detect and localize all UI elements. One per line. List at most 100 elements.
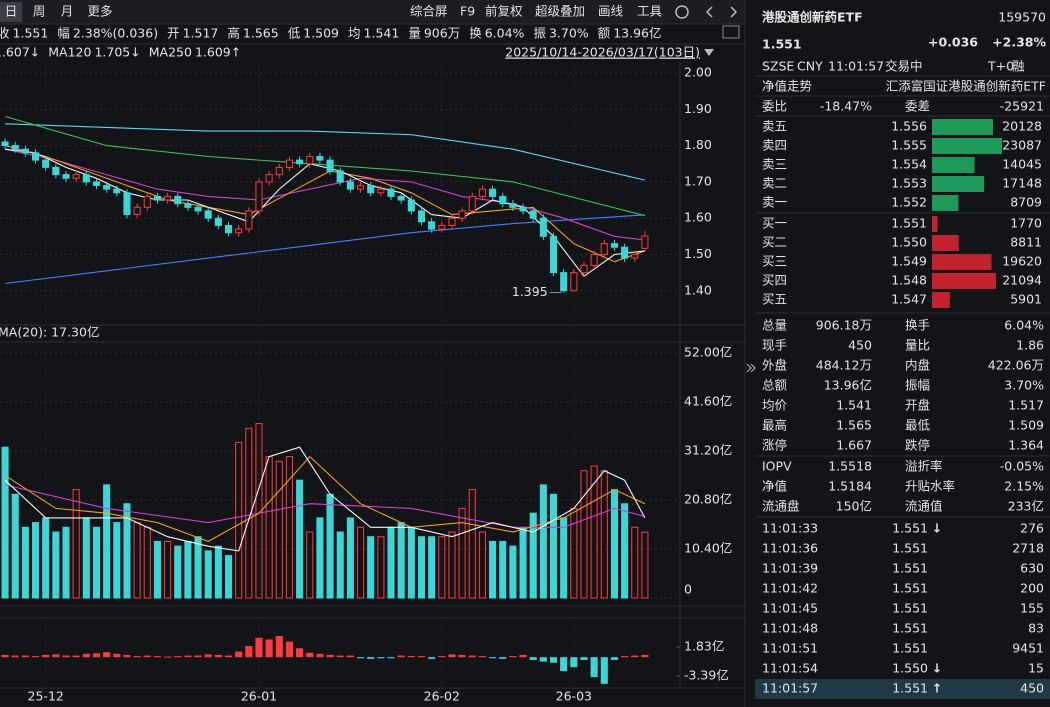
book-price: 1.556 (891, 119, 927, 134)
indicator-bar (31, 656, 40, 658)
indicator-bar (42, 654, 50, 658)
tool-button[interactable]: 前复权 (485, 4, 523, 19)
indicator-bar (255, 637, 263, 658)
candle-body (580, 264, 588, 274)
tick-price: 1.551 (892, 621, 928, 636)
volume-bar (194, 536, 202, 599)
indicator-bar (224, 655, 233, 658)
indicator-bar (478, 656, 486, 658)
book-price: 1.554 (891, 157, 927, 172)
indicator-bar (316, 653, 324, 658)
expand-icon[interactable] (746, 363, 756, 373)
candle-body (468, 195, 476, 212)
book-volume: 23087 (1002, 138, 1042, 153)
volume-bar (42, 517, 50, 599)
low-label: 1.395 (512, 284, 548, 299)
y-tick-label: 1.70 (684, 173, 712, 188)
volume-bar (204, 550, 212, 599)
stat-label: 现手 (762, 338, 787, 353)
ma-line (4, 484, 646, 528)
y-tick-label: -3.39亿 (684, 668, 729, 683)
candle-body (448, 217, 456, 226)
period-tab[interactable]: 周 (33, 4, 46, 19)
ratio-value: -25921 (1000, 99, 1044, 114)
tool-button[interactable]: 综合屏 (410, 4, 448, 19)
candle-body (82, 174, 90, 183)
indicator-bar (549, 657, 558, 663)
book-label: 买一 (762, 216, 787, 231)
candle-body (52, 166, 60, 176)
candle-body (72, 174, 80, 179)
candle-body (194, 206, 202, 212)
volume-ma-label: MA(20): 17.30亿 (0, 325, 99, 340)
indicator-bar (113, 653, 121, 658)
book-bar (932, 292, 950, 308)
candle-body (631, 253, 639, 259)
period-tab[interactable]: 月 (61, 4, 74, 19)
volume-bar (357, 526, 365, 599)
tool-button[interactable]: 超级叠加 (535, 4, 585, 19)
change-pct: +2.38% (992, 35, 1046, 50)
x-tick-label: 26-02 (424, 689, 460, 704)
candle-body (519, 206, 527, 212)
tick-arrow: ↓ (932, 661, 942, 676)
indicator-bar (600, 657, 608, 684)
tool-button[interactable]: F9 (460, 4, 475, 19)
candle-body (397, 195, 405, 201)
badge: 融 (1012, 59, 1025, 74)
indicator-bar (641, 654, 649, 658)
tool-button[interactable]: 工具 (637, 4, 663, 19)
indicator-bar (82, 653, 90, 658)
indicator-bar (275, 636, 283, 658)
stat-value: 6.04% (1004, 318, 1044, 333)
candle-body (306, 155, 314, 165)
range-dropdown[interactable] (704, 49, 714, 56)
meta: SZSE (762, 59, 794, 74)
candle-body (224, 224, 233, 234)
book-volume: 14045 (1002, 157, 1042, 172)
ratio-label: 委比 (762, 99, 787, 114)
stat-label: 升贴水率 (905, 479, 955, 494)
volume-bar (336, 531, 344, 599)
indicator-bar (387, 657, 395, 659)
volume-bar (560, 517, 568, 599)
ma-line (5, 214, 645, 285)
candle-body (204, 210, 212, 219)
nav-title[interactable]: 净值走势 (762, 79, 813, 94)
volume-bar (428, 536, 436, 599)
quote-label: 均 (348, 26, 361, 41)
candle-body (336, 170, 344, 183)
ma-line (4, 455, 646, 543)
next-icon[interactable] (730, 6, 738, 18)
ma-line (4, 148, 645, 241)
ma-legend-value: 1.609↑ (195, 45, 241, 60)
candle-body (641, 235, 649, 249)
ratio-value: -18.47% (820, 99, 872, 114)
book-price: 1.550 (891, 235, 927, 250)
stat-value: 484.12万 (816, 358, 872, 373)
ma-legend-value: 1.607↓ (0, 45, 40, 60)
stat-value: 3.70% (1004, 378, 1044, 393)
indicator-bar (580, 657, 588, 660)
period-tab[interactable]: 更多 (87, 4, 112, 19)
indicator-bar (194, 655, 202, 658)
tool-button[interactable]: 画线 (598, 4, 624, 19)
indicator-bar (103, 652, 111, 658)
prev-icon[interactable] (705, 6, 713, 18)
wp-icon[interactable] (722, 25, 740, 39)
volume-bar (621, 503, 629, 599)
stat-value: 1.541 (836, 398, 872, 413)
y-tick-label: 1.90 (684, 101, 712, 116)
candle-body (1, 141, 9, 147)
stat-value: 1.667 (836, 438, 872, 453)
book-label: 卖二 (762, 176, 787, 191)
settings-icon[interactable] (675, 5, 689, 19)
period-tab[interactable]: 日 (5, 4, 18, 19)
date-range[interactable]: 2025/10/14-2026/03/17(103日) (505, 45, 700, 60)
book-bar (932, 254, 992, 270)
tick-volume: 83 (1028, 621, 1044, 636)
volume-bar (519, 526, 527, 599)
book-price: 1.549 (891, 254, 927, 269)
indicator-bar (397, 655, 405, 658)
tick-time: 11:01:54 (762, 661, 818, 676)
